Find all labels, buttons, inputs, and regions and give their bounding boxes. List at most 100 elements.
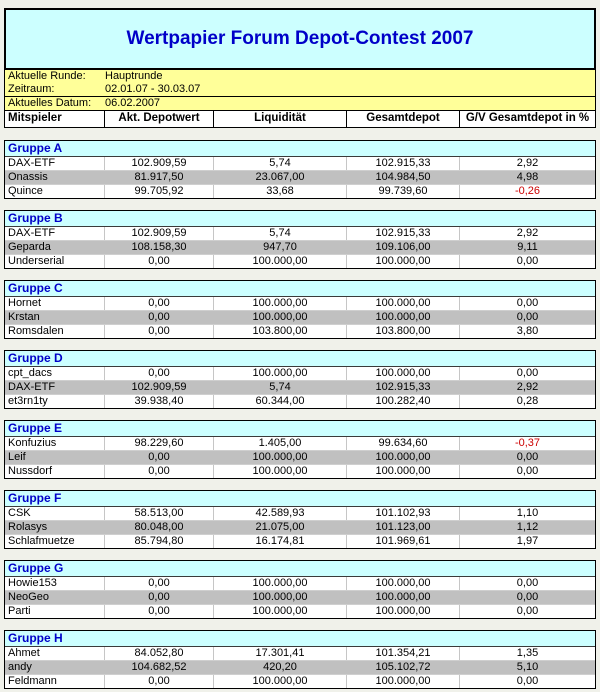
- value-cell: 0,00: [459, 367, 595, 380]
- page-title: Wertpapier Forum Depot-Contest 2007: [126, 28, 474, 49]
- value-cell: 60.344,00: [213, 395, 346, 408]
- player-name: andy: [8, 661, 32, 673]
- group-section: Gruppe G Howie153 0,00 100.000,00 100.000,00…: [4, 560, 596, 619]
- player-name: Schlafmuetze: [8, 535, 75, 547]
- value-cell: 100.000,00: [213, 605, 346, 618]
- value-cell: 0,00: [459, 255, 595, 268]
- value-cell: 99.739,60: [346, 185, 459, 198]
- group-section: Gruppe F CSK 58.513,00 42.589,93 101.102,93 1…: [4, 490, 596, 549]
- value-cell: 103.800,00: [346, 325, 459, 338]
- info-block: Aktuelle Runde: Hauptrunde Zeitraum: 02.…: [4, 70, 596, 111]
- value-cell: 9,11: [459, 241, 595, 254]
- value-cell: 102.915,33: [346, 381, 459, 394]
- value-cell: 947,70: [213, 241, 346, 254]
- value-cell: 100.000,00: [213, 367, 346, 380]
- value-cell: 0,00: [104, 605, 213, 618]
- value-cell: 100.000,00: [346, 297, 459, 310]
- player-name: Parti: [8, 605, 31, 617]
- group-title: Gruppe C: [5, 281, 595, 297]
- value-cell: 101.123,00: [346, 521, 459, 534]
- player-name: CSK: [8, 507, 31, 519]
- report-sheet: Wertpapier Forum Depot-Contest 2007 Aktu…: [4, 8, 596, 689]
- table-row: Parti 0,00 100.000,00 100.000,00 0,00: [5, 604, 595, 618]
- group-title: Gruppe D: [5, 351, 595, 367]
- value-cell: 58.513,00: [104, 507, 213, 520]
- value-cell: 100.000,00: [213, 591, 346, 604]
- value-cell: -0,37: [459, 437, 595, 450]
- table-row: Rolasys 80.048,00 21.075,00 101.123,00 1,12: [5, 520, 595, 534]
- player-name: Geparda: [8, 241, 51, 253]
- player-name: Ahmet: [8, 647, 40, 659]
- value-cell: 98.229,60: [104, 437, 213, 450]
- value-cell: 100.000,00: [346, 311, 459, 324]
- value-cell: 0,00: [459, 311, 595, 324]
- value-cell: 5,74: [213, 381, 346, 394]
- column-header-row: Mitspieler Akt. Depotwert Liquidität Ges…: [4, 111, 596, 128]
- group-section: Gruppe H Ahmet 84.052,80 17.301,41 101.354,2…: [4, 630, 596, 689]
- player-name: Howie153: [8, 577, 57, 589]
- value-cell: 0,00: [104, 675, 213, 688]
- group-title: Gruppe E: [5, 421, 595, 437]
- value-cell: 105.102,72: [346, 661, 459, 674]
- table-row: DAX-ETF 102.909,59 5,74 102.915,33 2,92: [5, 227, 595, 240]
- table-row: Feldmann 0,00 100.000,00 100.000,00 0,00: [5, 674, 595, 688]
- group-section: Gruppe C Hornet 0,00 100.000,00 100.000,00 0,…: [4, 280, 596, 339]
- section-gap: [4, 199, 596, 210]
- value-cell: 84.052,80: [104, 647, 213, 660]
- value-cell: 85.794,80: [104, 535, 213, 548]
- value-cell: 100.000,00: [213, 577, 346, 590]
- value-cell: 23.067,00: [213, 171, 346, 184]
- section-gap: [4, 479, 596, 490]
- section-gap: [4, 269, 596, 280]
- value-cell: 0,00: [104, 297, 213, 310]
- info-row-period: Zeitraum: 02.01.07 - 30.03.07: [5, 83, 595, 96]
- value-cell: 0,00: [459, 577, 595, 590]
- player-name: Leif: [8, 451, 26, 463]
- value-cell: 100.000,00: [213, 255, 346, 268]
- player-name: Quince: [8, 185, 43, 197]
- table-row: Ahmet 84.052,80 17.301,41 101.354,21 1,35: [5, 647, 595, 660]
- column-header-mitspieler: Mitspieler: [8, 112, 62, 124]
- table-row: andy 104.682,52 420,20 105.102,72 5,10: [5, 660, 595, 674]
- player-name: Krstan: [8, 311, 40, 323]
- value-cell: 21.075,00: [213, 521, 346, 534]
- section-gap: [4, 619, 596, 630]
- date-label: Aktuelles Datum:: [8, 97, 92, 109]
- value-cell: 100.000,00: [346, 577, 459, 590]
- table-row: CSK 58.513,00 42.589,93 101.102,93 1,10: [5, 507, 595, 520]
- value-cell: 39.938,40: [104, 395, 213, 408]
- value-cell: 101.354,21: [346, 647, 459, 660]
- player-name: DAX-ETF: [8, 157, 56, 169]
- table-row: Quince 99.705,92 33,68 99.739,60 -0,26: [5, 184, 595, 198]
- value-cell: 100.000,00: [346, 367, 459, 380]
- value-cell: 4,98: [459, 171, 595, 184]
- value-cell: 0,28: [459, 395, 595, 408]
- value-cell: 0,00: [104, 367, 213, 380]
- table-row: NeoGeo 0,00 100.000,00 100.000,00 0,00: [5, 590, 595, 604]
- value-cell: 2,92: [459, 227, 595, 240]
- section-gap: [4, 339, 596, 350]
- value-cell: 3,80: [459, 325, 595, 338]
- table-row: Nussdorf 0,00 100.000,00 100.000,00 0,00: [5, 464, 595, 478]
- value-cell: 0,00: [104, 465, 213, 478]
- value-cell: 109.106,00: [346, 241, 459, 254]
- group-title: Gruppe G: [5, 561, 595, 577]
- player-name: NeoGeo: [8, 591, 49, 603]
- value-cell: 1,12: [459, 521, 595, 534]
- value-cell: 104.682,52: [104, 661, 213, 674]
- value-cell: 0,00: [459, 465, 595, 478]
- value-cell: 2,92: [459, 381, 595, 394]
- value-cell: 0,00: [104, 255, 213, 268]
- value-cell: 0,00: [104, 325, 213, 338]
- value-cell: 102.915,33: [346, 227, 459, 240]
- column-header-liquiditaet: Liquidität: [213, 111, 346, 127]
- value-cell: 101.102,93: [346, 507, 459, 520]
- title-banner: Wertpapier Forum Depot-Contest 2007: [4, 8, 596, 70]
- value-cell: 42.589,93: [213, 507, 346, 520]
- value-cell: 5,10: [459, 661, 595, 674]
- table-row: Onassis 81.917,50 23.067,00 104.984,50 4,98: [5, 170, 595, 184]
- table-row: DAX-ETF 102.909,59 5,74 102.915,33 2,92: [5, 157, 595, 170]
- player-name: DAX-ETF: [8, 227, 56, 239]
- table-row: Underserial 0,00 100.000,00 100.000,00 0,00: [5, 254, 595, 268]
